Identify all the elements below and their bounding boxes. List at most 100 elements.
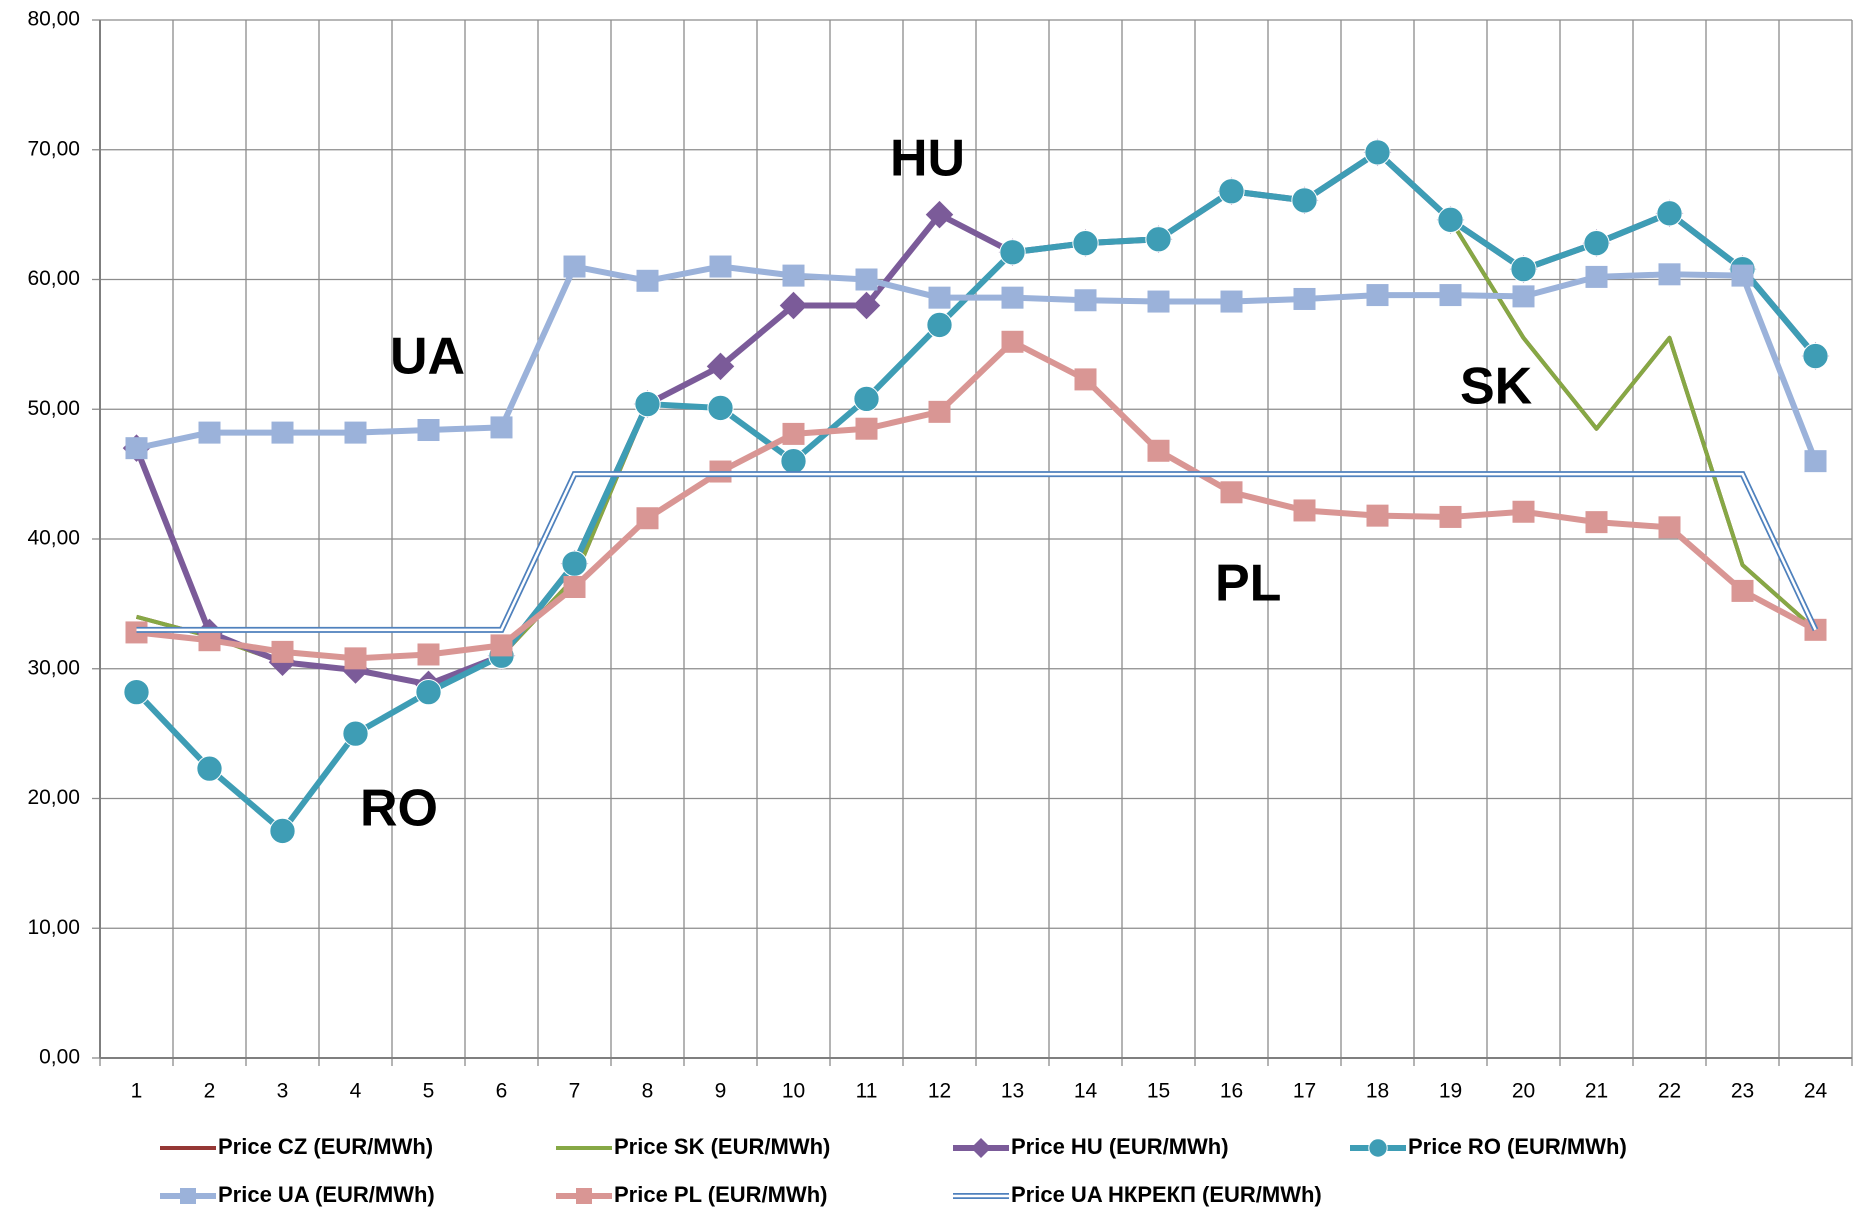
y-tick-label: 10,00: [27, 916, 80, 939]
point: [269, 817, 296, 845]
point: [415, 678, 442, 706]
x-tick-label: 5: [423, 1080, 435, 1103]
x-tick-label: 22: [1658, 1080, 1681, 1103]
point: [999, 239, 1026, 266]
point: [417, 419, 440, 442]
series-line: [135, 263, 1819, 463]
point: [1802, 342, 1829, 370]
point: [342, 720, 369, 747]
x-tick-label: 16: [1220, 1080, 1243, 1103]
x-tick-label: 7: [569, 1080, 581, 1103]
legend-label: Price SK (EUR/MWh): [614, 1134, 830, 1159]
point: [561, 550, 588, 577]
point: [417, 643, 440, 666]
point: [1147, 290, 1170, 313]
point: [636, 269, 659, 292]
x-tick-label: 23: [1731, 1080, 1754, 1103]
x-tick-label: 14: [1074, 1080, 1098, 1103]
x-tick-label: 24: [1804, 1080, 1828, 1103]
y-tick-label: 60,00: [27, 267, 80, 290]
legend-marker: [971, 1138, 991, 1158]
point: [125, 437, 148, 460]
legend-marker: [1368, 1138, 1388, 1158]
point: [1291, 187, 1318, 214]
x-tick-label: 10: [782, 1080, 805, 1103]
point: [490, 416, 513, 439]
point: [928, 400, 951, 423]
annotation: HU: [890, 130, 965, 188]
point: [1804, 450, 1827, 473]
point: [636, 507, 659, 530]
point: [563, 255, 586, 278]
point: [707, 394, 734, 422]
point: [1366, 504, 1389, 527]
point: [1293, 287, 1316, 310]
point: [1220, 290, 1243, 313]
point: [1366, 284, 1389, 307]
point: [782, 264, 805, 287]
point: [1220, 481, 1243, 504]
point: [271, 421, 294, 444]
series-line: [136, 338, 1817, 662]
x-tick-label: 1: [131, 1080, 143, 1103]
x-tick-label: 9: [715, 1080, 727, 1103]
point: [1510, 255, 1537, 283]
annotation: UA: [390, 328, 465, 386]
x-tick-label: 15: [1147, 1080, 1170, 1103]
point: [1001, 286, 1024, 309]
legend-label: Price UA НКРЕКП (EUR/MWh): [1011, 1182, 1322, 1207]
point: [1218, 178, 1245, 205]
point: [1439, 284, 1462, 307]
x-tick-label: 18: [1366, 1080, 1389, 1103]
point: [271, 640, 294, 663]
legend-label: Price RO (EUR/MWh): [1408, 1134, 1627, 1159]
point: [196, 755, 223, 782]
point: [1731, 264, 1754, 287]
x-tick-label: 21: [1585, 1080, 1608, 1103]
point: [344, 421, 367, 444]
y-tick-label: 50,00: [27, 397, 80, 420]
point: [926, 311, 953, 339]
point: [855, 268, 878, 291]
point: [925, 200, 954, 229]
x-tick-label: 13: [1001, 1080, 1024, 1103]
x-tick-label: 8: [642, 1080, 654, 1103]
point: [1001, 330, 1024, 353]
point: [780, 448, 807, 475]
point: [1147, 439, 1170, 462]
point: [706, 352, 735, 381]
point: [490, 634, 513, 657]
x-tick-label: 11: [856, 1080, 878, 1103]
y-tick-label: 20,00: [27, 786, 80, 809]
point: [1512, 500, 1535, 523]
x-tick-label: 20: [1512, 1080, 1535, 1103]
point: [1437, 206, 1464, 233]
point: [1439, 505, 1462, 528]
x-tick-label: 19: [1439, 1080, 1462, 1103]
x-tick-label: 17: [1293, 1080, 1316, 1103]
y-tick-label: 70,00: [27, 137, 80, 160]
legend-marker: [576, 1188, 592, 1204]
point: [198, 421, 221, 444]
point: [563, 576, 586, 599]
point: [1512, 285, 1535, 308]
x-tick-label: 12: [928, 1080, 951, 1103]
x-tick-label: 3: [277, 1080, 289, 1103]
point: [1585, 511, 1608, 534]
point: [198, 629, 221, 652]
point: [1583, 230, 1610, 257]
point: [1293, 499, 1316, 522]
point: [123, 678, 150, 706]
point: [779, 291, 808, 320]
point: [855, 417, 878, 440]
point: [1585, 265, 1608, 288]
x-tick-label: 6: [496, 1080, 508, 1103]
legend-label: Price UA (EUR/MWh): [218, 1182, 435, 1207]
legend-label: Price CZ (EUR/MWh): [218, 1134, 433, 1159]
point: [634, 390, 661, 418]
annotation: SK: [1460, 358, 1533, 416]
point: [1074, 368, 1097, 391]
y-tick-label: 30,00: [27, 656, 80, 679]
x-tick-label: 2: [204, 1080, 216, 1103]
